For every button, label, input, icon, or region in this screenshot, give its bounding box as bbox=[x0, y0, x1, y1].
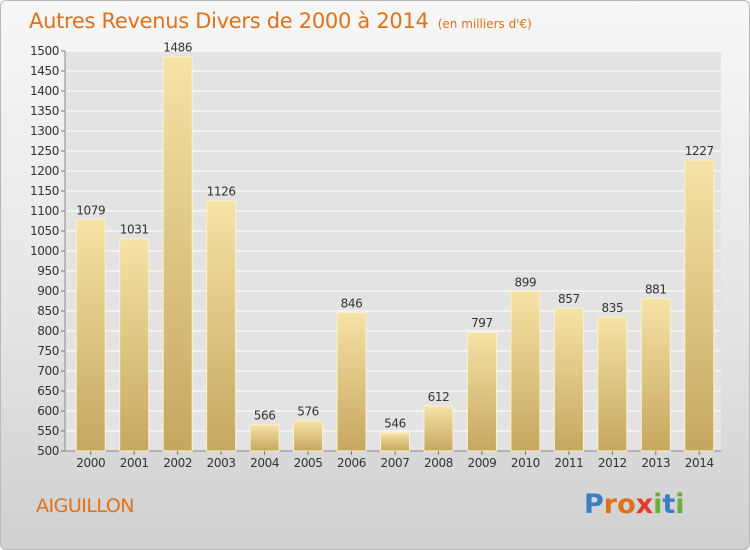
data-label-2000: 1079 bbox=[76, 203, 105, 217]
bar-2001 bbox=[119, 238, 150, 452]
y-tick-label: 1100 bbox=[30, 204, 59, 218]
y-tick-label: 550 bbox=[37, 424, 59, 438]
y-tick-label: 1500 bbox=[30, 44, 59, 58]
data-label-2001: 1031 bbox=[120, 223, 149, 237]
logo-letter: r bbox=[603, 489, 618, 520]
y-tick-label: 500 bbox=[37, 444, 59, 458]
y-tick-label: 1350 bbox=[30, 104, 59, 118]
y-tick-label: 650 bbox=[37, 384, 59, 398]
bar-2005 bbox=[293, 420, 324, 452]
logo-letter: o bbox=[617, 489, 636, 520]
y-tick-label: 900 bbox=[37, 284, 59, 298]
bar-2010 bbox=[510, 290, 541, 452]
data-label-2006: 846 bbox=[341, 297, 363, 311]
data-label-2004: 566 bbox=[254, 409, 276, 423]
x-tick-label-2005: 2005 bbox=[294, 456, 323, 470]
bar-2009 bbox=[466, 331, 497, 452]
proxiti-logo[interactable]: Proxiti bbox=[584, 489, 685, 520]
y-tick-label: 1200 bbox=[30, 164, 59, 178]
x-tick-label-2007: 2007 bbox=[381, 456, 410, 470]
data-label-2005: 576 bbox=[297, 405, 319, 419]
x-tick-label-2012: 2012 bbox=[598, 456, 627, 470]
y-tick-label: 750 bbox=[37, 344, 59, 358]
chart-title: Autres Revenus Divers de 2000 à 2014 (en… bbox=[29, 9, 532, 33]
bar-2012 bbox=[597, 316, 628, 452]
x-tick-label-2011: 2011 bbox=[554, 456, 583, 470]
y-tick-label: 1250 bbox=[30, 144, 59, 158]
bar-2008 bbox=[423, 405, 454, 452]
y-tick-label: 1000 bbox=[30, 244, 59, 258]
x-tick-label-2008: 2008 bbox=[424, 456, 453, 470]
y-tick-label: 800 bbox=[37, 324, 59, 338]
data-label-2012: 835 bbox=[601, 301, 623, 315]
bar-2003 bbox=[206, 200, 237, 452]
bar-2002 bbox=[162, 56, 193, 452]
y-tick-label: 1300 bbox=[30, 124, 59, 138]
chart-title-unit: (en milliers d'€) bbox=[437, 17, 532, 31]
logo-letter: x bbox=[635, 489, 654, 520]
logo-letter: t bbox=[662, 489, 676, 520]
x-tick-label-2013: 2013 bbox=[641, 456, 670, 470]
y-tick-label: 1400 bbox=[30, 84, 59, 98]
logo-letter: i bbox=[675, 489, 685, 520]
y-tick-label: 1150 bbox=[30, 184, 59, 198]
y-tick-label: 700 bbox=[37, 364, 59, 378]
data-label-2011: 857 bbox=[558, 292, 580, 306]
data-label-2010: 899 bbox=[515, 275, 537, 289]
y-tick-label: 850 bbox=[37, 304, 59, 318]
data-label-2003: 1126 bbox=[207, 185, 236, 199]
bar-2007 bbox=[380, 432, 410, 452]
x-tick-label-2003: 2003 bbox=[207, 456, 236, 470]
bar-2006 bbox=[336, 312, 367, 452]
bar-2014 bbox=[684, 159, 715, 452]
x-tick-label-2009: 2009 bbox=[467, 456, 496, 470]
commune-name: AIGUILLON bbox=[36, 495, 135, 517]
x-tick-label-2002: 2002 bbox=[163, 456, 192, 470]
logo-letter: P bbox=[584, 489, 604, 520]
y-tick-label: 950 bbox=[37, 264, 59, 278]
y-tick-label: 1050 bbox=[30, 224, 59, 238]
x-tick-label-2010: 2010 bbox=[511, 456, 540, 470]
bar-2000 bbox=[75, 218, 106, 452]
bar-2004 bbox=[249, 424, 280, 452]
bar-2011 bbox=[553, 307, 584, 452]
chart-title-main: Autres Revenus Divers de 2000 à 2014 bbox=[29, 9, 429, 33]
data-label-2009: 797 bbox=[471, 316, 493, 330]
x-tick-label-2004: 2004 bbox=[250, 456, 279, 470]
y-tick-label: 1450 bbox=[30, 64, 59, 78]
logo-letter: i bbox=[653, 489, 663, 520]
x-tick-label-2014: 2014 bbox=[685, 456, 714, 470]
data-label-2007: 546 bbox=[384, 417, 406, 431]
data-label-2008: 612 bbox=[428, 390, 450, 404]
x-tick-label-2001: 2001 bbox=[120, 456, 149, 470]
data-label-2002: 1486 bbox=[163, 41, 192, 55]
data-label-2013: 881 bbox=[645, 283, 667, 297]
y-tick-label: 600 bbox=[37, 404, 59, 418]
data-label-2014: 1227 bbox=[685, 144, 714, 158]
bar-2013 bbox=[640, 298, 671, 452]
x-tick-label-2000: 2000 bbox=[76, 456, 105, 470]
x-tick-label-2006: 2006 bbox=[337, 456, 366, 470]
